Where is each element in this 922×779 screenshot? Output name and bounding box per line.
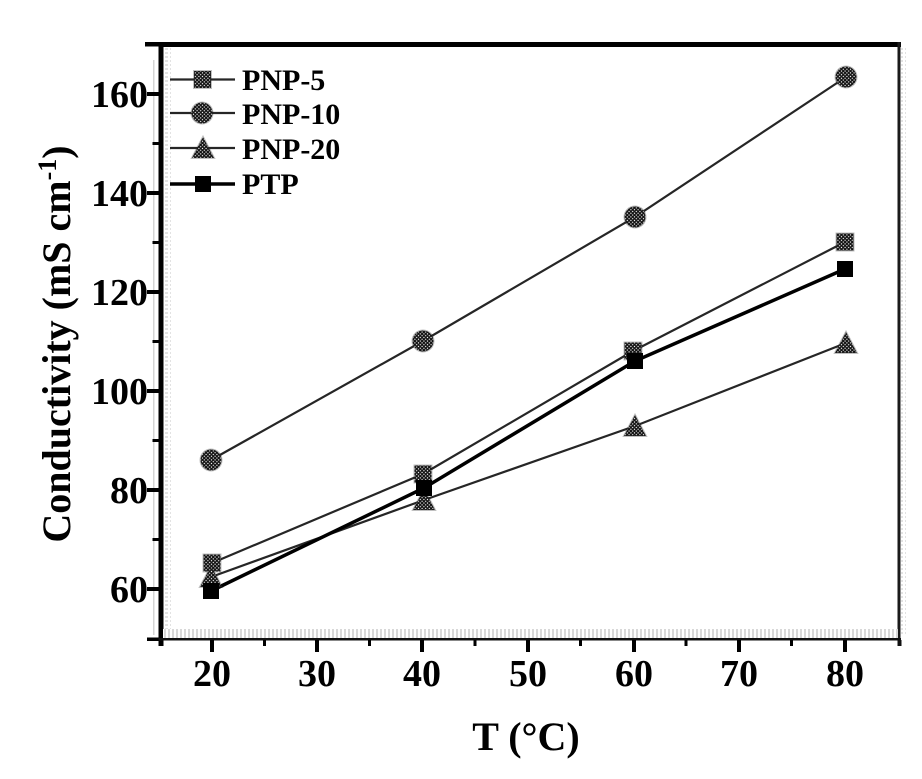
svg-text:PNP-20: PNP-20	[242, 133, 340, 166]
svg-text:Conductivity (mS cm-1): Conductivity (mS cm-1)	[33, 145, 79, 542]
svg-text:60: 60	[615, 653, 653, 695]
svg-text:140: 140	[91, 173, 148, 215]
svg-text:160: 160	[91, 74, 148, 116]
svg-text:70: 70	[720, 653, 758, 695]
svg-text:PNP-10: PNP-10	[242, 98, 340, 131]
svg-text:40: 40	[403, 653, 441, 695]
svg-text:T (°C): T (°C)	[472, 714, 579, 759]
svg-text:PNP-5: PNP-5	[242, 64, 325, 97]
svg-text:50: 50	[509, 653, 547, 695]
svg-text:80: 80	[110, 470, 148, 512]
svg-text:80: 80	[826, 653, 864, 695]
svg-text:20: 20	[193, 653, 231, 695]
svg-text:60: 60	[110, 569, 148, 611]
svg-text:PTP: PTP	[242, 168, 299, 201]
svg-text:120: 120	[91, 272, 148, 314]
svg-text:30: 30	[298, 653, 336, 695]
svg-text:100: 100	[91, 371, 148, 413]
